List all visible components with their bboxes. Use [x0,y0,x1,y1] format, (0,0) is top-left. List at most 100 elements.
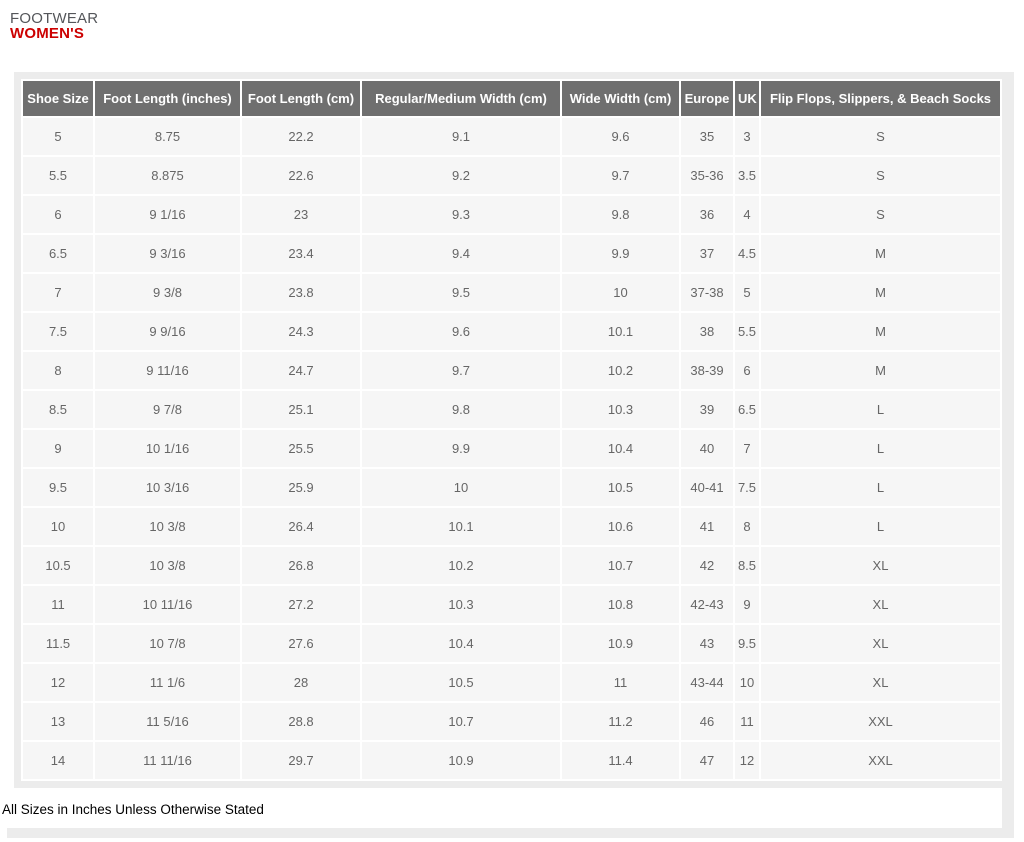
table-cell: 27.6 [242,625,360,662]
table-cell: 9.2 [362,157,560,194]
table-cell: 10 [562,274,679,311]
table-cell: 10.4 [562,430,679,467]
table-cell: 22.2 [242,118,360,155]
table-cell: 29.7 [242,742,360,779]
table-cell: 5.5 [735,313,759,350]
table-cell: 9.6 [562,118,679,155]
table-cell: 43 [681,625,733,662]
table-cell: 28 [242,664,360,701]
header-cell-6: UK [735,81,759,116]
table-row: 9 10 1/16 25.5 9.9 10.4 40 7 L [23,430,1000,467]
table-cell: L [761,508,1000,545]
table-row: 9.5 10 3/16 25.9 10 10.5 40-41 7.5 L [23,469,1000,506]
table-cell: 11.4 [562,742,679,779]
table-header-row: Shoe Size Foot Length (inches) Foot Length… [23,81,1000,116]
table-cell: 9 1/16 [95,196,240,233]
table-cell: M [761,352,1000,389]
table-cell: 10.4 [362,625,560,662]
table-row: 8.5 9 7/8 25.1 9.8 10.3 39 6.5 L [23,391,1000,428]
table-cell: 47 [681,742,733,779]
table-row: 5 8.75 22.2 9.1 9.6 35 3 S [23,118,1000,155]
table-cell: 10.2 [362,547,560,584]
table-cell: S [761,118,1000,155]
table-cell: 10.7 [562,547,679,584]
table-cell: 43-44 [681,664,733,701]
table-cell: 9.5 [735,625,759,662]
table-cell: S [761,196,1000,233]
table-cell: 25.9 [242,469,360,506]
table-row: 10.5 10 3/8 26.8 10.2 10.7 42 8.5 XL [23,547,1000,584]
table-cell: 10 11/16 [95,586,240,623]
table-cell: 8.5 [735,547,759,584]
page-heading: FOOTWEAR WOMEN'S [0,0,1024,41]
table-row: 13 11 5/16 28.8 10.7 11.2 46 11 XXL [23,703,1000,740]
table-cell: 10 3/8 [95,547,240,584]
table-cell: 40-41 [681,469,733,506]
header-cell-1: Foot Length (inches) [95,81,240,116]
header-cell-4: Wide Width (cm) [562,81,679,116]
table-cell: 10 [23,508,93,545]
table-cell: 10 [362,469,560,506]
table-cell: 40 [681,430,733,467]
table-cell: 12 [735,742,759,779]
table-cell: 5 [23,118,93,155]
table-cell: 10 3/8 [95,508,240,545]
table-cell: 11.2 [562,703,679,740]
table-cell: 7.5 [23,313,93,350]
table-cell: 9.3 [362,196,560,233]
table-cell: 9 3/16 [95,235,240,272]
table-cell: L [761,430,1000,467]
table-cell: 9 3/8 [95,274,240,311]
table-cell: XL [761,586,1000,623]
table-cell: 7 [23,274,93,311]
table-cell: 12 [23,664,93,701]
table-cell: L [761,469,1000,506]
table-cell: 28.8 [242,703,360,740]
table-cell: 10.1 [362,508,560,545]
table-cell: 5 [735,274,759,311]
table-cell: 10 3/16 [95,469,240,506]
table-cell: 7.5 [735,469,759,506]
table-cell: 42 [681,547,733,584]
table-cell: 38-39 [681,352,733,389]
table-cell: 9.5 [23,469,93,506]
table-cell: 4 [735,196,759,233]
table-row: 5.5 8.875 22.6 9.2 9.7 35-36 3.5 S [23,157,1000,194]
table-cell: 36 [681,196,733,233]
table-cell: 9 [23,430,93,467]
table-cell: 7 [735,430,759,467]
table-cell: 14 [23,742,93,779]
table-cell: 11 11/16 [95,742,240,779]
table-cell: 10.5 [562,469,679,506]
table-row: 10 10 3/8 26.4 10.1 10.6 41 8 L [23,508,1000,545]
table-row: 14 11 11/16 29.7 10.9 11.4 47 12 XXL [23,742,1000,779]
table-cell: 8.875 [95,157,240,194]
table-cell: 11 [735,703,759,740]
category-heading: FOOTWEAR [10,10,99,27]
table-cell: 4.5 [735,235,759,272]
size-chart-panel: Shoe Size Foot Length (inches) Foot Length… [2,72,1014,838]
table-cell: 9 11/16 [95,352,240,389]
table-cell: 10.5 [23,547,93,584]
table-cell: 10.7 [362,703,560,740]
table-cell: 46 [681,703,733,740]
footnote: All Sizes in Inches Unless Otherwise Sta… [2,802,264,817]
table-cell: 9 9/16 [95,313,240,350]
table-row: 6.5 9 3/16 23.4 9.4 9.9 37 4.5 M [23,235,1000,272]
table-cell: 26.4 [242,508,360,545]
header-cell-5: Europe [681,81,733,116]
table-cell: 9.7 [362,352,560,389]
table-cell: 6 [735,352,759,389]
table-cell: 11 [562,664,679,701]
table-cell: 10 [735,664,759,701]
table-cell: 22.6 [242,157,360,194]
table-cell: XXL [761,742,1000,779]
table-cell: 9.6 [362,313,560,350]
table-cell: 10.9 [562,625,679,662]
table-cell: 27.2 [242,586,360,623]
table-cell: 25.1 [242,391,360,428]
table-cell: M [761,313,1000,350]
table-cell: 10 1/16 [95,430,240,467]
